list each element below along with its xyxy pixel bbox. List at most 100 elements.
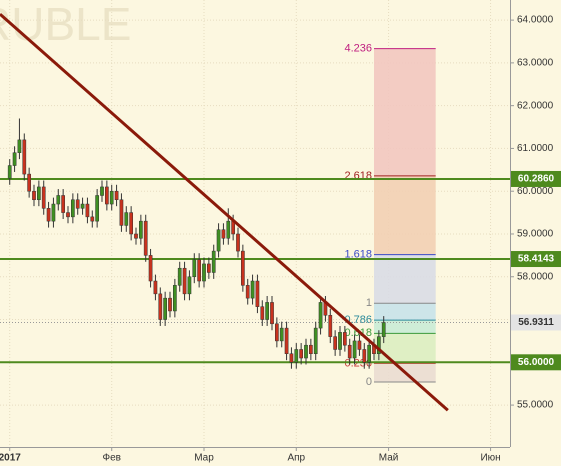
candle-body bbox=[367, 344, 371, 363]
candle-body bbox=[202, 263, 206, 282]
candle-body bbox=[56, 195, 61, 205]
candle-body bbox=[265, 302, 269, 320]
candle-body bbox=[114, 190, 119, 201]
candle-body bbox=[75, 199, 80, 209]
candle-body bbox=[226, 220, 231, 239]
level-label: 58.4143 bbox=[518, 254, 555, 265]
candle-body bbox=[134, 233, 138, 239]
candle-body bbox=[85, 203, 90, 218]
candle-body bbox=[177, 267, 182, 286]
candle-body bbox=[182, 267, 187, 295]
candle-body bbox=[27, 173, 31, 192]
candle-body bbox=[95, 195, 99, 222]
level-box bbox=[511, 251, 561, 268]
fib-band bbox=[374, 254, 436, 304]
candle-body bbox=[309, 344, 313, 355]
fib-band bbox=[374, 320, 436, 334]
candle-body bbox=[124, 212, 129, 226]
x-tick-label: Июн bbox=[480, 453, 500, 464]
candle-body bbox=[168, 297, 172, 312]
candle-body bbox=[221, 229, 226, 239]
candle-body bbox=[357, 340, 362, 350]
last-price-box bbox=[511, 314, 561, 331]
candle-body bbox=[333, 336, 337, 350]
x-tick-label: Май bbox=[379, 453, 399, 464]
y-tick-label: 60.0000 bbox=[517, 186, 554, 197]
candle-body bbox=[362, 349, 367, 363]
level-box bbox=[511, 354, 561, 371]
candle-body bbox=[187, 276, 192, 295]
candle-body bbox=[294, 349, 299, 363]
candle-body bbox=[7, 165, 12, 179]
candle-body bbox=[139, 220, 143, 239]
candle-body bbox=[105, 186, 109, 205]
candle-body bbox=[66, 212, 70, 218]
x-tick-label: Апр bbox=[287, 453, 305, 464]
y-tick-label: 61.0000 bbox=[517, 143, 554, 154]
candle-body bbox=[173, 285, 177, 312]
candle-body bbox=[119, 199, 124, 226]
candle-body bbox=[255, 280, 260, 307]
candle-body bbox=[192, 259, 197, 278]
x-tick-label: Фев bbox=[102, 453, 120, 464]
candle-body bbox=[318, 302, 323, 329]
candle-body bbox=[129, 212, 133, 235]
candle-body bbox=[143, 220, 148, 256]
candle-body bbox=[289, 353, 294, 363]
candle-body bbox=[352, 340, 357, 359]
candle-body bbox=[381, 322, 386, 337]
candle-body bbox=[260, 306, 265, 320]
candle-body bbox=[90, 216, 95, 222]
candle-body bbox=[216, 229, 221, 252]
watermark: RUBLE bbox=[0, 0, 131, 50]
candle-body bbox=[32, 190, 36, 201]
level-box bbox=[511, 170, 561, 187]
fib-band bbox=[374, 333, 436, 364]
candle-body bbox=[17, 139, 22, 153]
candle-body bbox=[328, 315, 333, 337]
y-tick-label: 62.0000 bbox=[517, 100, 554, 111]
candle-body bbox=[338, 332, 342, 350]
fib-label: 0 bbox=[366, 376, 372, 388]
candle-body bbox=[158, 293, 163, 320]
candle-body bbox=[304, 344, 308, 359]
fib-label: 4.236 bbox=[344, 42, 372, 54]
candle-body bbox=[343, 332, 347, 346]
candle-body bbox=[71, 199, 75, 218]
y-tick-label: 58.0000 bbox=[517, 271, 554, 282]
candle-body bbox=[241, 250, 245, 286]
trend-line bbox=[0, 12, 449, 412]
fib-band bbox=[374, 175, 436, 255]
candle-body bbox=[22, 139, 27, 175]
candle-body bbox=[313, 327, 318, 355]
candle-body bbox=[279, 327, 284, 342]
fib-band bbox=[374, 48, 436, 176]
fib-band bbox=[374, 303, 436, 321]
level-label: 60.2860 bbox=[518, 174, 555, 185]
candle-body bbox=[12, 152, 17, 166]
y-tick-label: 55.0000 bbox=[517, 400, 554, 411]
last-price-label: 56.9311 bbox=[518, 317, 554, 328]
candle-body bbox=[61, 195, 65, 213]
x-tick-label: Мар bbox=[194, 453, 214, 464]
y-tick-label: 64.0000 bbox=[517, 15, 554, 26]
candle-body bbox=[275, 323, 279, 342]
candle-body bbox=[197, 259, 201, 282]
y-tick-label: 59.0000 bbox=[517, 229, 554, 240]
fib-label: 1.618 bbox=[344, 249, 372, 261]
candle-body bbox=[207, 263, 211, 273]
candle-body bbox=[46, 208, 51, 222]
candle-body bbox=[245, 285, 250, 299]
candle-body bbox=[211, 250, 216, 273]
candle-body bbox=[80, 203, 85, 209]
candle-body bbox=[236, 233, 240, 252]
candle-body bbox=[270, 302, 274, 325]
candle-body bbox=[347, 344, 352, 359]
candle-body bbox=[148, 255, 153, 282]
level-label: 56.0000 bbox=[518, 357, 555, 368]
candle-body bbox=[250, 280, 255, 299]
candle-body bbox=[109, 190, 114, 205]
candle-body bbox=[41, 186, 46, 209]
